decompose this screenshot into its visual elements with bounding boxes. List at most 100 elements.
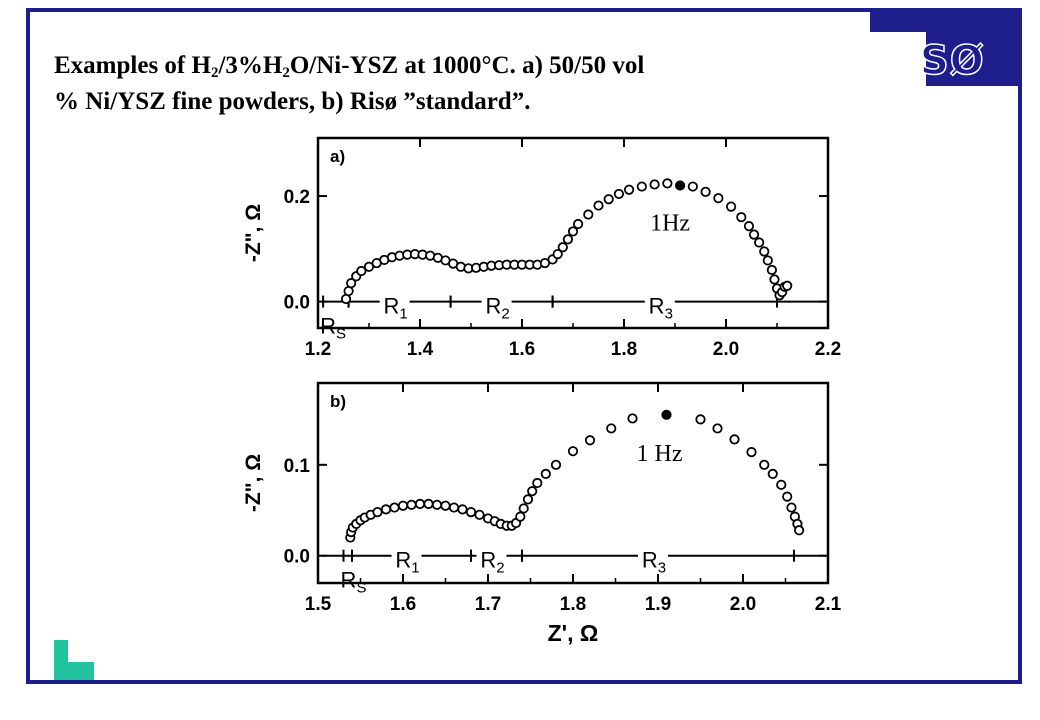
segment-label-sub: S bbox=[336, 326, 346, 343]
segment-label-gap bbox=[481, 297, 512, 306]
data-point bbox=[380, 504, 392, 515]
title-part: Examples of H bbox=[54, 52, 211, 79]
data-point bbox=[662, 178, 673, 189]
panel-label: a) bbox=[330, 147, 345, 166]
title-sub: 2 bbox=[282, 65, 290, 81]
data-point-1hz bbox=[675, 180, 686, 191]
segment-label: RS bbox=[320, 314, 346, 343]
data-point bbox=[346, 278, 357, 289]
segment-label: RS bbox=[341, 568, 367, 597]
x-axis-label: Z', Ω bbox=[548, 620, 599, 646]
data-point bbox=[613, 188, 625, 200]
data-point bbox=[636, 181, 647, 192]
data-point bbox=[748, 229, 760, 240]
data-point bbox=[423, 498, 434, 510]
data-point bbox=[562, 234, 574, 245]
data-point bbox=[729, 434, 740, 445]
data-point bbox=[567, 446, 579, 457]
data-point bbox=[725, 201, 737, 212]
x-tick-label: 2.0 bbox=[713, 339, 739, 360]
segment-label-sub: 3 bbox=[665, 306, 673, 323]
data-point bbox=[746, 446, 757, 458]
data-point bbox=[389, 502, 400, 513]
data-point bbox=[522, 494, 534, 505]
segment-label-gap bbox=[638, 551, 668, 560]
x-tick-label: 2.1 bbox=[815, 594, 842, 615]
data-point bbox=[606, 423, 617, 434]
data-point bbox=[776, 479, 787, 490]
data-point bbox=[712, 423, 723, 434]
corner-accent bbox=[54, 640, 94, 680]
data-point bbox=[557, 242, 568, 253]
title-sub: 2 bbox=[210, 65, 219, 81]
data-point bbox=[743, 221, 755, 232]
data-point bbox=[793, 525, 805, 536]
y-tick-label: 0.0 bbox=[284, 293, 310, 314]
data-point bbox=[448, 502, 460, 513]
segment-label-gap bbox=[644, 297, 675, 306]
segment-label-sub: 2 bbox=[501, 306, 509, 323]
panel-label: b) bbox=[330, 392, 346, 411]
x-tick-label: 1.6 bbox=[509, 339, 535, 360]
logo-text: SØ bbox=[919, 37, 985, 85]
data-point bbox=[782, 280, 793, 291]
segment-label-sub: 1 bbox=[399, 306, 407, 323]
slide-title: Examples of H2/3%H2O/Ni-YSZ at 1000°C. a… bbox=[54, 48, 874, 120]
data-point bbox=[627, 413, 638, 424]
data-point bbox=[515, 511, 526, 522]
segment-label-sub: S bbox=[356, 580, 366, 597]
logo-bar bbox=[870, 8, 1022, 32]
x-tick-label: 1.5 bbox=[305, 594, 332, 615]
title-part: O/Ni-YSZ at 1000°C. a) 50/50 vol bbox=[289, 52, 645, 79]
segment-label-sub: 2 bbox=[496, 560, 504, 577]
data-point bbox=[372, 506, 383, 518]
data-point bbox=[649, 179, 660, 190]
data-point bbox=[769, 274, 780, 285]
data-point bbox=[572, 218, 584, 230]
title-line-2: % Ni/YSZ fine powders, b) Risø ”standard… bbox=[54, 88, 531, 115]
data-point bbox=[762, 255, 773, 266]
data-point bbox=[552, 249, 563, 260]
data-point bbox=[736, 212, 747, 223]
data-point bbox=[567, 226, 579, 237]
y-axis-label: -Z", Ω bbox=[242, 454, 265, 512]
y-tick-label: 0.2 bbox=[284, 187, 310, 208]
data-point bbox=[457, 504, 468, 515]
logo-panel bbox=[926, 32, 1022, 86]
slide-frame bbox=[26, 8, 1022, 684]
data-point bbox=[767, 468, 778, 480]
y-tick-label: 0.1 bbox=[284, 456, 311, 477]
data-point bbox=[713, 193, 724, 204]
segment-label-gap bbox=[476, 551, 507, 560]
frequency-annotation: 1 Hz bbox=[637, 441, 683, 467]
x-tick-label: 1.9 bbox=[645, 594, 671, 615]
segment-label-gap bbox=[391, 551, 422, 560]
y-tick-label: 0.0 bbox=[284, 547, 310, 568]
title-part: /3%H bbox=[218, 52, 283, 79]
data-point bbox=[700, 186, 711, 197]
data-point bbox=[583, 209, 594, 220]
corner-accent-shape bbox=[54, 640, 94, 680]
x-tick-label: 1.6 bbox=[390, 594, 416, 615]
segment-label-sub: 1 bbox=[411, 560, 419, 577]
title-line-1: Examples of H2/3%H2O/Ni-YSZ at 1000°C. a… bbox=[54, 48, 874, 84]
data-point bbox=[603, 194, 614, 205]
data-point bbox=[786, 502, 797, 513]
data-point bbox=[759, 246, 770, 257]
data-point bbox=[623, 184, 635, 195]
x-tick-label: 1.4 bbox=[407, 339, 434, 360]
data-point bbox=[431, 499, 443, 510]
data-point bbox=[527, 486, 538, 497]
data-point bbox=[440, 500, 451, 511]
data-point bbox=[474, 509, 485, 520]
x-tick-label: 1.8 bbox=[560, 594, 586, 615]
data-point bbox=[759, 459, 770, 470]
data-point bbox=[397, 500, 409, 511]
data-point bbox=[766, 264, 778, 276]
segment-label-gap bbox=[379, 297, 410, 306]
data-point bbox=[406, 499, 417, 510]
logo-block bbox=[870, 8, 1022, 86]
data-point bbox=[695, 414, 706, 425]
data-point bbox=[414, 498, 426, 510]
